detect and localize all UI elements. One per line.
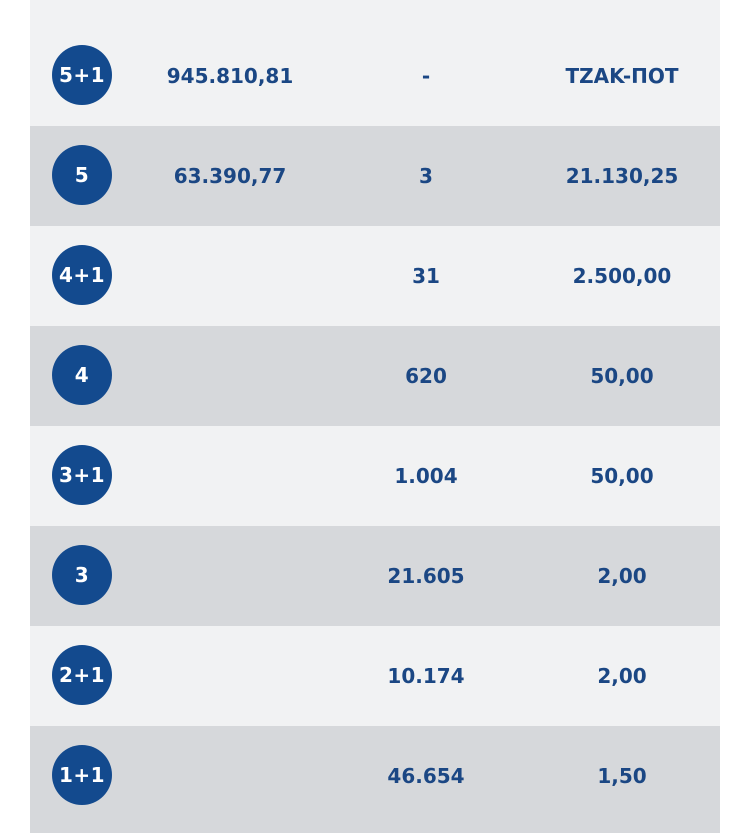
pool-amount: 63.390,77: [173, 164, 287, 188]
prize-amount: 50,00: [590, 364, 654, 388]
pool-amount: [130, 526, 330, 626]
pool-amount: 945.810,81: [166, 64, 294, 88]
prize-amount: 1,50: [597, 764, 647, 788]
pool-amount: [130, 326, 330, 426]
table-row: 3+1 1.004 50,00: [30, 426, 720, 526]
category-badge: 4: [52, 345, 112, 405]
prize-amount: 2,00: [597, 664, 647, 688]
winners-count: 31: [412, 264, 440, 288]
winners-count: 21.605: [387, 564, 465, 588]
category-badge: 5: [52, 145, 112, 205]
pool-amount: [130, 226, 330, 326]
winners-count: 46.654: [387, 764, 465, 788]
winners-count: 620: [405, 364, 447, 388]
winners-count: -: [421, 64, 431, 88]
category-badge: 3+1: [52, 445, 112, 505]
category-badge: 5+1: [52, 45, 112, 105]
results-table: 5+1 945.810,81 - TZAK-ΠΟΤ 5 63.390,77 3 …: [30, 0, 720, 833]
prize-amount: 21.130,25: [565, 164, 679, 188]
table-row: 4 620 50,00: [30, 326, 720, 426]
prize-amount: 50,00: [590, 464, 654, 488]
table-top-strip: [30, 0, 720, 26]
prize-amount: 2,00: [597, 564, 647, 588]
table-row: 3 21.605 2,00: [30, 526, 720, 626]
table-row: 2+1 10.174 2,00: [30, 626, 720, 726]
pool-amount: [130, 626, 330, 726]
winners-count: 10.174: [387, 664, 465, 688]
pool-amount: [130, 426, 330, 526]
prize-amount: TZAK-ΠΟΤ: [565, 64, 679, 88]
category-badge: 2+1: [52, 645, 112, 705]
table-row: 4+1 31 2.500,00: [30, 226, 720, 326]
prize-amount: 2.500,00: [572, 264, 672, 288]
table-row: 5+1 945.810,81 - TZAK-ΠΟΤ: [30, 26, 720, 126]
category-badge: 4+1: [52, 245, 112, 305]
category-badge: 1+1: [52, 745, 112, 805]
pool-amount: [130, 726, 330, 826]
category-badge: 3: [52, 545, 112, 605]
table-row: 1+1 46.654 1,50: [30, 726, 720, 833]
winners-count: 1.004: [394, 464, 458, 488]
winners-count: 3: [419, 164, 433, 188]
table-row: 5 63.390,77 3 21.130,25: [30, 126, 720, 226]
